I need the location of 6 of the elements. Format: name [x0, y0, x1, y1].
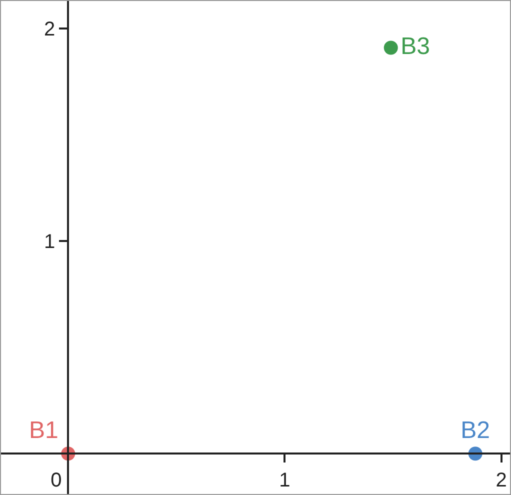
x-tick-label: 2 — [496, 470, 507, 492]
series-label: B2 — [460, 416, 490, 444]
x-tick-label: 0 — [50, 470, 62, 492]
series-label: B1 — [29, 416, 58, 444]
x-tick-label: 1 — [279, 470, 290, 492]
series-label: B3 — [400, 32, 430, 60]
